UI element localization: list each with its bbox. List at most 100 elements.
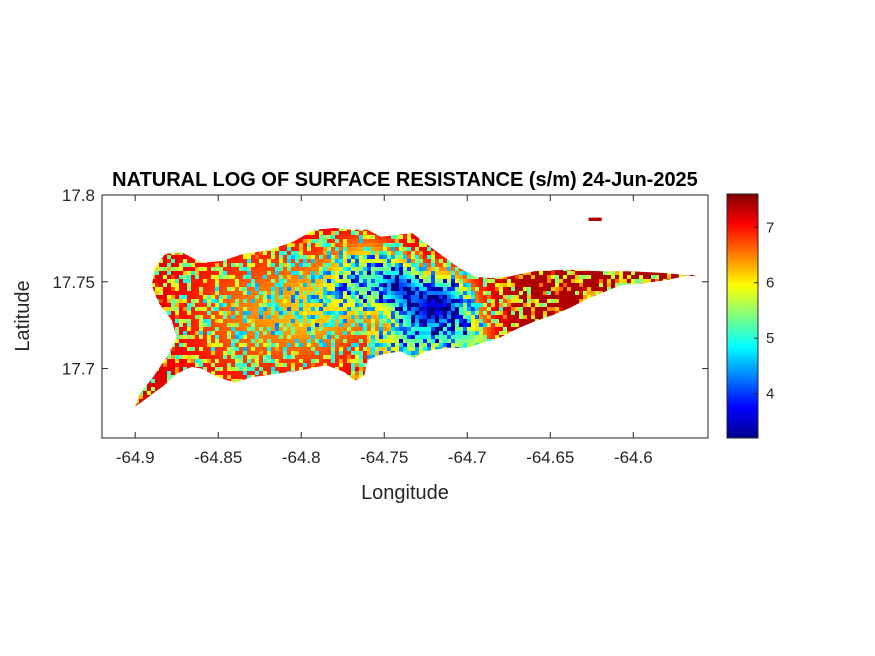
heatmap-cell: [283, 351, 288, 356]
heatmap-cell: [179, 307, 184, 312]
heatmap-cell: [419, 287, 424, 292]
heatmap-cell: [275, 311, 280, 316]
heatmap-cell: [311, 347, 316, 352]
heatmap-cell: [383, 307, 388, 312]
heatmap-cell: [259, 279, 264, 284]
heatmap-cell: [339, 315, 344, 320]
heatmap-cell: [259, 367, 264, 372]
heatmap-cell: [447, 287, 452, 292]
heatmap-cell: [483, 315, 488, 320]
heatmap-cell: [579, 299, 584, 304]
heatmap-cell: [255, 355, 260, 360]
heatmap-cell: [243, 327, 248, 332]
heatmap-cell: [511, 299, 516, 304]
heatmap-cell: [343, 343, 348, 348]
heatmap-cell: [491, 315, 496, 320]
heatmap-cell: [383, 319, 388, 324]
heatmap-cell: [343, 295, 348, 300]
heatmap-cell: [415, 263, 420, 268]
heatmap-cell: [367, 283, 372, 288]
heatmap-cell: [363, 363, 368, 368]
heatmap-cell: [399, 251, 404, 256]
heatmap-cell: [611, 275, 616, 280]
heatmap-cell: [263, 299, 268, 304]
heatmap-cell: [471, 283, 476, 288]
heatmap-cell: [307, 239, 312, 244]
heatmap-cell: [207, 323, 212, 328]
heatmap-cell: [291, 259, 296, 264]
heatmap-cell: [539, 291, 544, 296]
heatmap-cell: [251, 311, 256, 316]
heatmap-cell: [567, 295, 572, 300]
heatmap-cell: [331, 247, 336, 252]
heatmap-cell: [459, 335, 464, 340]
heatmap-cell: [295, 339, 300, 344]
heatmap-cell: [167, 351, 172, 356]
heatmap-cell: [203, 335, 208, 340]
heatmap-cell: [183, 271, 188, 276]
heatmap-cell: [287, 283, 292, 288]
heatmap-cell: [235, 255, 240, 260]
heatmap-cell: [443, 267, 448, 272]
heatmap-cell: [391, 295, 396, 300]
heatmap-cell: [407, 275, 412, 280]
heatmap-cell: [231, 259, 236, 264]
heatmap-cell: [203, 267, 208, 272]
heatmap-cell: [587, 287, 592, 292]
heatmap-cell: [243, 299, 248, 304]
heatmap-cell: [459, 287, 464, 292]
heatmap-cell: [519, 319, 524, 324]
heatmap-cell: [215, 307, 220, 312]
heatmap-cell: [271, 331, 276, 336]
heatmap-cell: [415, 303, 420, 308]
heatmap-cell: [443, 275, 448, 280]
heatmap-cell: [343, 251, 348, 256]
heatmap-cell: [323, 263, 328, 268]
heatmap-cell: [351, 235, 356, 240]
heatmap-cell: [395, 239, 400, 244]
heatmap-cell: [507, 323, 512, 328]
heatmap-cell: [195, 299, 200, 304]
heatmap-cell: [283, 327, 288, 332]
heatmap-cell: [255, 283, 260, 288]
heatmap-cell: [187, 255, 192, 260]
heatmap-cell: [335, 307, 340, 312]
heatmap-cell: [563, 287, 568, 292]
heatmap-cell: [355, 327, 360, 332]
heatmap-cell: [419, 331, 424, 336]
heatmap-cell: [183, 255, 188, 260]
heatmap-cell: [307, 331, 312, 336]
heatmap-cell: [271, 359, 276, 364]
heatmap-cell: [355, 251, 360, 256]
heatmap-cell: [347, 243, 352, 248]
heatmap-cell: [383, 283, 388, 288]
heatmap-cell: [355, 279, 360, 284]
heatmap-cell: [311, 247, 316, 252]
heatmap-cell: [195, 311, 200, 316]
heatmap-cell: [295, 295, 300, 300]
heatmap-cell: [187, 263, 192, 268]
heatmap-cell: [267, 335, 272, 340]
heatmap-cell: [279, 331, 284, 336]
heatmap-cell: [171, 263, 176, 268]
heatmap-cell: [311, 327, 316, 332]
heatmap-cell: [403, 347, 408, 352]
heatmap-cell: [167, 295, 172, 300]
heatmap-cell: [347, 299, 352, 304]
heatmap-cell: [319, 283, 324, 288]
heatmap-cell: [399, 263, 404, 268]
heatmap-cell: [155, 279, 160, 284]
heatmap-cell: [259, 351, 264, 356]
heatmap-cell: [315, 295, 320, 300]
heatmap-cell: [307, 291, 312, 296]
heatmap-cell: [215, 351, 220, 356]
heatmap-cell: [459, 331, 464, 336]
heatmap-cell: [371, 343, 376, 348]
heatmap-cell: [343, 339, 348, 344]
heatmap-cell: [359, 235, 364, 240]
heatmap-cell: [275, 279, 280, 284]
heatmap-cell: [479, 319, 484, 324]
heatmap-cell: [559, 307, 564, 312]
heatmap-cell: [291, 279, 296, 284]
heatmap-cell: [379, 311, 384, 316]
